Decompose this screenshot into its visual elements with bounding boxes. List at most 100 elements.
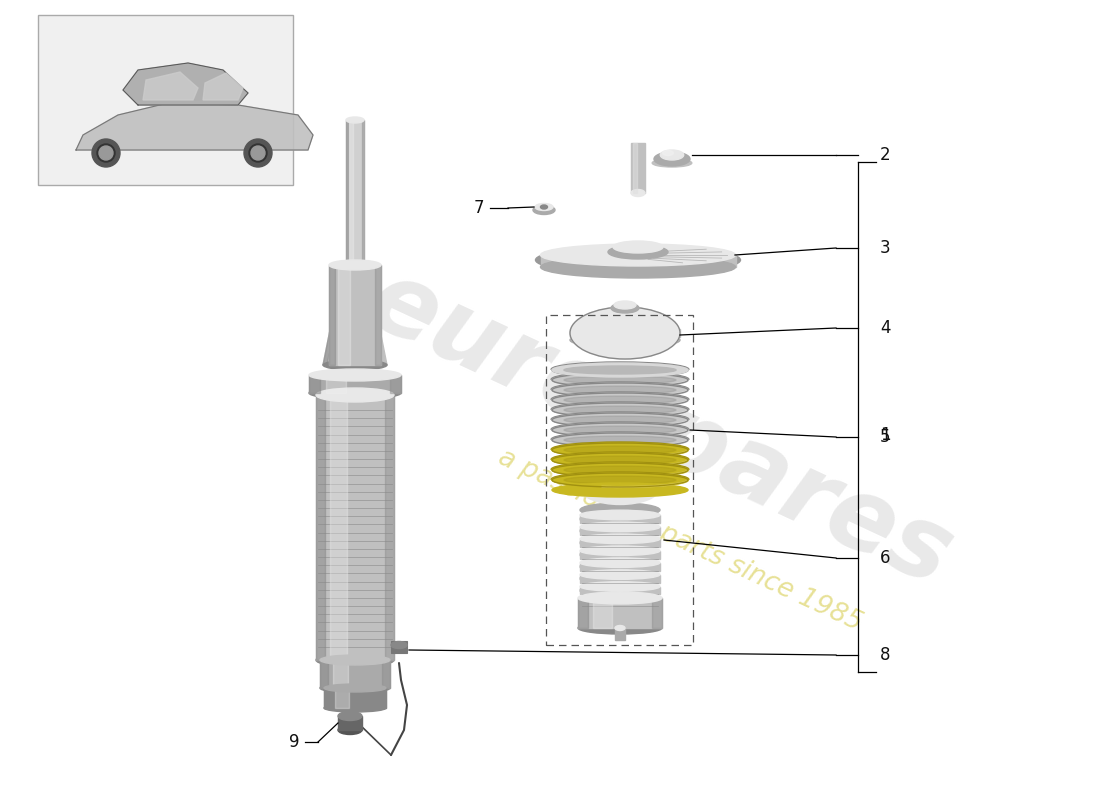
Ellipse shape [540, 205, 548, 209]
Circle shape [92, 139, 120, 167]
Ellipse shape [631, 190, 645, 197]
Ellipse shape [652, 159, 692, 167]
Ellipse shape [580, 570, 660, 579]
Ellipse shape [580, 510, 660, 528]
Ellipse shape [338, 711, 362, 721]
Text: 9: 9 [289, 733, 300, 751]
Bar [541, 255, 736, 267]
Ellipse shape [324, 684, 386, 692]
Ellipse shape [662, 150, 673, 155]
Ellipse shape [580, 594, 660, 603]
Ellipse shape [552, 403, 688, 417]
Bar [316, 395, 326, 660]
Text: 2: 2 [880, 146, 891, 164]
Ellipse shape [552, 443, 688, 457]
Bar [324, 688, 386, 708]
Ellipse shape [552, 363, 688, 377]
Ellipse shape [564, 476, 676, 484]
Ellipse shape [324, 704, 386, 712]
Bar [326, 375, 345, 393]
Bar [580, 562, 660, 570]
Ellipse shape [552, 483, 688, 497]
Ellipse shape [552, 453, 688, 467]
Ellipse shape [564, 466, 676, 474]
Bar [329, 265, 381, 365]
Ellipse shape [564, 436, 676, 444]
Bar [320, 660, 329, 688]
Ellipse shape [329, 260, 381, 270]
Polygon shape [323, 265, 346, 365]
Ellipse shape [329, 360, 381, 370]
Bar [570, 329, 680, 337]
Ellipse shape [534, 206, 556, 214]
Ellipse shape [564, 366, 676, 374]
Bar [362, 120, 364, 265]
Ellipse shape [580, 534, 660, 551]
Ellipse shape [320, 655, 390, 665]
Ellipse shape [570, 307, 680, 359]
Ellipse shape [552, 423, 688, 437]
Circle shape [97, 144, 116, 162]
Polygon shape [570, 307, 680, 333]
Text: 7: 7 [473, 199, 484, 217]
Ellipse shape [536, 246, 740, 274]
Ellipse shape [580, 534, 660, 544]
Ellipse shape [552, 393, 688, 407]
Ellipse shape [578, 592, 662, 604]
Bar [632, 143, 637, 193]
Bar [346, 120, 364, 265]
Bar [375, 265, 381, 365]
Bar [316, 395, 394, 660]
Bar [385, 395, 394, 660]
Ellipse shape [580, 582, 660, 591]
Text: 1: 1 [880, 426, 891, 444]
Circle shape [99, 146, 113, 160]
Bar [320, 660, 390, 688]
Text: 3: 3 [880, 239, 891, 257]
Ellipse shape [390, 642, 407, 649]
Bar [336, 688, 349, 708]
Bar [580, 539, 660, 546]
Ellipse shape [316, 653, 394, 667]
Ellipse shape [343, 262, 367, 268]
Bar [580, 598, 660, 606]
Bar [332, 660, 348, 688]
Ellipse shape [552, 473, 688, 487]
Bar [580, 586, 660, 594]
Ellipse shape [323, 360, 387, 370]
Ellipse shape [610, 303, 639, 313]
Ellipse shape [564, 366, 676, 374]
Bar [615, 628, 625, 640]
Text: 8: 8 [880, 646, 891, 664]
Polygon shape [76, 103, 314, 150]
Ellipse shape [578, 622, 662, 634]
Ellipse shape [580, 558, 660, 567]
Ellipse shape [552, 363, 688, 377]
Circle shape [249, 144, 267, 162]
Ellipse shape [564, 426, 676, 434]
Bar [631, 143, 645, 193]
Circle shape [251, 146, 265, 160]
Ellipse shape [564, 416, 676, 424]
Text: 5: 5 [880, 428, 891, 446]
Ellipse shape [552, 413, 688, 427]
Polygon shape [204, 73, 243, 100]
Ellipse shape [346, 117, 364, 123]
Ellipse shape [570, 332, 680, 348]
Ellipse shape [309, 369, 402, 381]
Ellipse shape [660, 150, 684, 160]
Ellipse shape [608, 245, 668, 259]
Bar [329, 265, 336, 365]
Bar [324, 688, 331, 708]
Ellipse shape [564, 396, 676, 404]
Bar [652, 598, 662, 628]
Bar [580, 527, 660, 535]
Ellipse shape [570, 325, 680, 341]
Bar [330, 395, 348, 660]
Ellipse shape [552, 463, 688, 477]
Ellipse shape [564, 456, 676, 464]
Text: 6: 6 [880, 549, 891, 567]
Ellipse shape [580, 594, 660, 611]
Ellipse shape [580, 522, 660, 532]
Ellipse shape [346, 262, 364, 268]
